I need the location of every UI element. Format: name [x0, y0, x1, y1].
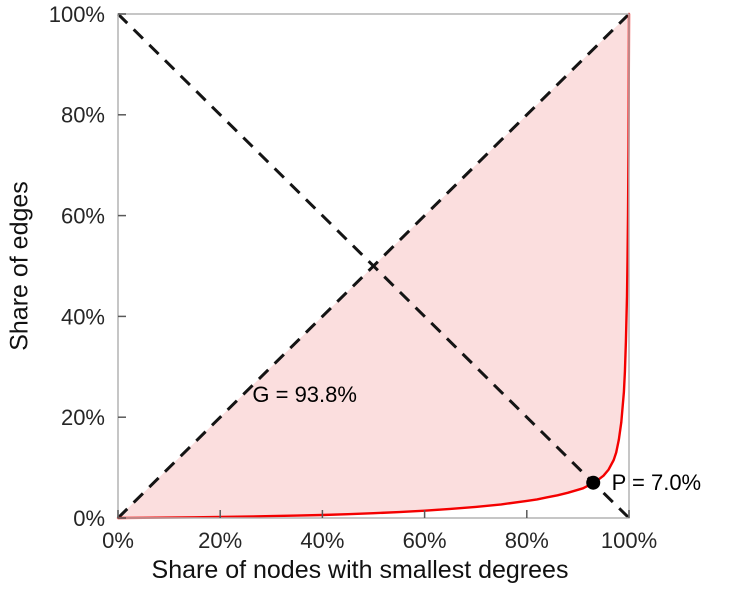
x-tick-label: 0% [102, 528, 134, 553]
y-axis-title: Share of edges [5, 181, 34, 351]
x-tick-label: 60% [403, 528, 447, 553]
x-tick-label: 20% [198, 528, 242, 553]
p-annotation: P = 7.0% [611, 469, 702, 495]
gini-annotation: G = 93.8% [252, 381, 357, 407]
anti-diagonal-line [116, 12, 631, 520]
plot-frame [117, 13, 630, 519]
x-tick-label: 100% [601, 528, 657, 553]
intersection-point-marker [586, 475, 601, 490]
y-tick-label: 40% [61, 304, 105, 329]
y-tick-label: 60% [61, 204, 105, 229]
y-tick-label: 100% [49, 2, 105, 27]
x-tick-label: 80% [505, 528, 549, 553]
y-tick-label: 80% [61, 103, 105, 128]
y-tick-label: 0% [73, 506, 105, 531]
x-tick-label: 40% [300, 528, 344, 553]
lorenz-curve-line [116, 12, 631, 520]
y-tick-label: 20% [61, 405, 105, 430]
x-axis-title: Share of nodes with smallest degrees [151, 556, 569, 584]
